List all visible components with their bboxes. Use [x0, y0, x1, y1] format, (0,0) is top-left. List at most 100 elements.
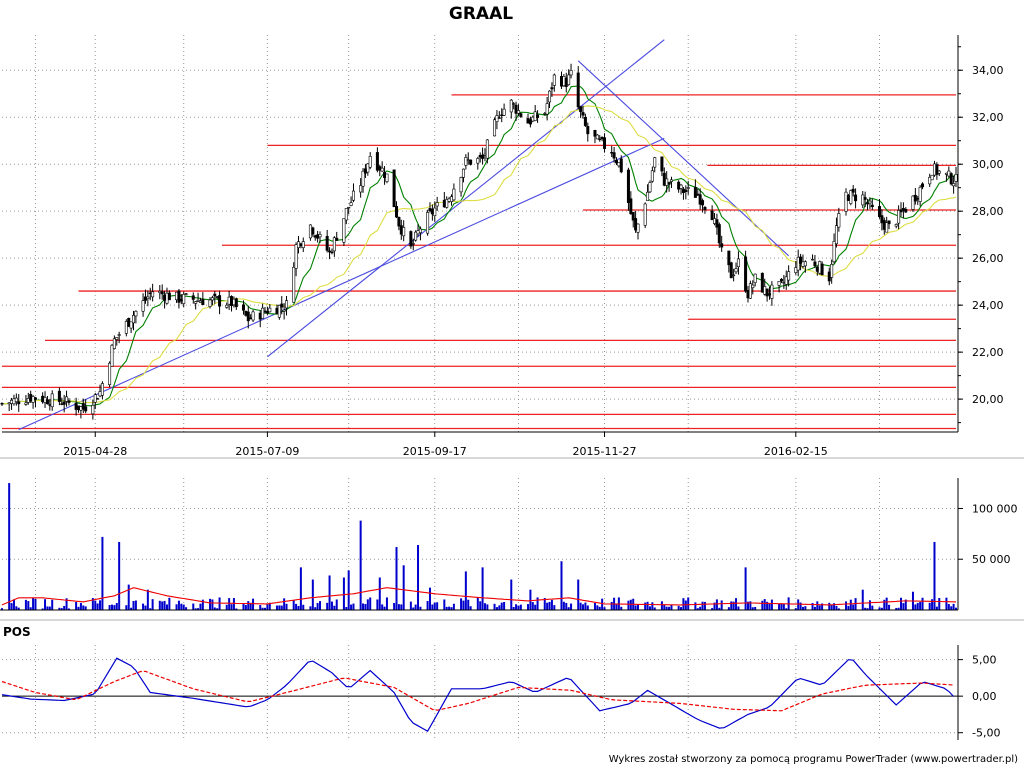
volume-bar: [65, 598, 68, 610]
candle-body: [799, 256, 803, 264]
pos-y-tick-label: 0,00: [972, 690, 997, 703]
candle-body: [392, 169, 396, 208]
price-y-tick-label: 24,00: [972, 299, 1004, 312]
volume-bar: [280, 605, 283, 610]
candle-body: [713, 218, 717, 224]
volume-bar: [436, 602, 439, 610]
volume-bar: [132, 601, 135, 610]
volume-bar: [10, 603, 13, 610]
candle-body: [916, 198, 920, 200]
volume-bar: [113, 605, 116, 610]
volume-bar: [259, 605, 262, 610]
candle-body: [646, 191, 650, 201]
candle-body: [261, 307, 265, 319]
candle-body: [127, 317, 131, 327]
volume-bar: [871, 605, 874, 610]
candle-body: [954, 174, 958, 182]
volume-bar: [794, 608, 797, 610]
candle-body: [215, 296, 219, 298]
candle-body: [251, 311, 255, 321]
volume-bar: [849, 599, 852, 610]
volume-bar: [63, 605, 66, 610]
candle-body: [619, 158, 623, 173]
candle-body: [543, 113, 547, 115]
candle-body: [79, 406, 83, 411]
volume-bar: [577, 579, 580, 610]
candle-body: [576, 72, 580, 108]
candle-body: [397, 216, 401, 227]
price-y-tick-label: 30,00: [972, 158, 1004, 171]
candle-body: [567, 74, 571, 85]
candle-body: [442, 199, 446, 208]
volume-bar: [197, 608, 200, 610]
candle-body: [732, 274, 736, 277]
volume-bar: [467, 599, 470, 610]
volume-bar: [553, 605, 556, 610]
trend-line: [267, 39, 665, 358]
candle-body: [794, 267, 798, 273]
candle-body: [803, 261, 807, 267]
volume-bar: [637, 604, 639, 610]
candle-body: [191, 295, 195, 300]
volume-bar: [8, 483, 11, 610]
volume-bar: [409, 601, 412, 610]
volume-bar: [335, 599, 338, 610]
candle-body: [536, 114, 540, 118]
volume-bar: [110, 604, 113, 610]
candle-body: [249, 317, 253, 320]
volume-bar: [627, 600, 630, 610]
volume-bar: [149, 608, 152, 610]
volume-bar: [720, 600, 723, 610]
volume-bar: [319, 601, 321, 610]
candle-body: [351, 190, 355, 201]
candle-body: [921, 183, 925, 188]
volume-bar: [67, 608, 70, 610]
volume-bar: [797, 599, 800, 610]
candle-body: [861, 194, 865, 206]
candle-body: [636, 223, 640, 233]
volume-bar: [232, 598, 235, 610]
candle-body: [244, 310, 248, 316]
candle-body: [526, 118, 530, 124]
candle-body: [459, 177, 463, 193]
volume-bar: [880, 607, 883, 610]
candle-body: [493, 119, 497, 137]
candle-body: [332, 237, 336, 252]
volume-bar: [15, 606, 18, 610]
candle-body: [952, 183, 956, 187]
candle-body: [258, 312, 262, 320]
volume-bar: [718, 607, 721, 610]
candle-body: [124, 321, 128, 334]
candle-body: [677, 181, 681, 190]
candle-body: [863, 197, 867, 200]
volume-bar: [469, 606, 472, 610]
candle-body: [395, 205, 399, 218]
volume-bar: [536, 597, 539, 610]
candle-body: [361, 170, 365, 187]
candle-body: [433, 207, 437, 216]
volume-bar: [821, 603, 824, 610]
volume-bar: [732, 601, 735, 610]
volume-bar: [603, 607, 606, 610]
candle-body: [703, 207, 707, 210]
volume-bar: [350, 604, 353, 610]
candle-body: [268, 307, 272, 313]
volume-bar: [417, 545, 420, 610]
candle-body: [450, 196, 454, 202]
volume-bar: [77, 606, 80, 610]
volume-bar: [96, 603, 99, 610]
volume-bar: [285, 603, 288, 610]
volume-bar: [550, 599, 553, 610]
volume-bar: [878, 607, 881, 610]
volume-bar: [342, 577, 345, 610]
candle-body: [830, 264, 834, 278]
candle-body: [837, 213, 841, 228]
candle-body: [435, 202, 439, 207]
volume-bar: [292, 600, 295, 610]
volume-bar: [768, 603, 771, 610]
price-x-tick-label: 2015-09-17: [403, 445, 467, 458]
volume-bar: [41, 608, 44, 610]
volume-bar: [228, 598, 231, 610]
candle-body: [765, 288, 769, 297]
volume-bar: [751, 607, 754, 610]
